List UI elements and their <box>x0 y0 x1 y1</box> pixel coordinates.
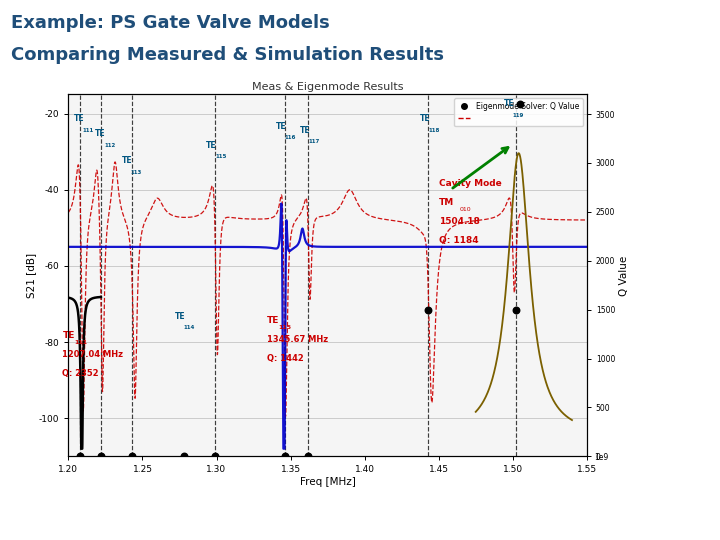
Text: TE: TE <box>122 156 132 165</box>
Text: Q: 1442: Q: 1442 <box>267 354 304 363</box>
Text: TE: TE <box>420 114 430 123</box>
Text: 111: 111 <box>74 340 87 345</box>
Text: TE: TE <box>63 331 75 340</box>
Text: TE: TE <box>73 114 84 123</box>
Text: 1345.67 MHz: 1345.67 MHz <box>267 335 328 344</box>
Point <box>95 452 107 461</box>
Text: TE: TE <box>276 122 287 131</box>
Legend: Eigenmode Solver: Q Value, : Eigenmode Solver: Q Value, <box>454 98 583 126</box>
Text: Christine Vollinger et. al., CERN BE-RF Group: Christine Vollinger et. al., CERN BE-RF … <box>423 511 642 521</box>
Point <box>514 100 526 109</box>
Text: 1e9: 1e9 <box>594 453 608 462</box>
Text: TE: TE <box>504 99 515 108</box>
Text: Example: PS Gate Valve Models: Example: PS Gate Valve Models <box>11 14 330 31</box>
Text: TE: TE <box>175 312 186 321</box>
Point <box>210 452 221 461</box>
Text: 115: 115 <box>279 325 292 330</box>
X-axis label: Freq [MHz]: Freq [MHz] <box>300 477 356 487</box>
Text: Cavity Mode: Cavity Mode <box>438 179 501 188</box>
Text: TM: TM <box>438 198 454 207</box>
Point <box>302 452 314 461</box>
Text: 116: 116 <box>284 136 296 140</box>
Text: 113: 113 <box>130 170 142 175</box>
Y-axis label: Q Value: Q Value <box>619 255 629 295</box>
Text: 114: 114 <box>184 325 195 330</box>
Text: 119: 119 <box>513 112 524 118</box>
Point <box>178 452 189 461</box>
Text: TE: TE <box>267 316 279 325</box>
Text: Q: 1184: Q: 1184 <box>438 236 478 245</box>
Text: Comparing Measured & Simulation Results: Comparing Measured & Simulation Results <box>11 46 444 64</box>
Text: 010: 010 <box>459 207 471 212</box>
Text: 111: 111 <box>83 128 94 133</box>
Point <box>423 305 434 314</box>
Title: Meas & Eigenmode Results: Meas & Eigenmode Results <box>252 82 403 92</box>
Text: TE: TE <box>300 126 310 134</box>
Point <box>74 452 86 461</box>
Point <box>126 452 138 461</box>
Text: 1504.18: 1504.18 <box>438 217 480 226</box>
Text: 118: 118 <box>428 128 440 133</box>
Text: 115: 115 <box>215 154 226 159</box>
Y-axis label: S21 [dB]: S21 [dB] <box>26 253 36 298</box>
Text: Q: 2352: Q: 2352 <box>63 369 99 379</box>
Point <box>279 452 290 461</box>
Text: CERN: CERN <box>23 500 38 505</box>
Text: 117: 117 <box>308 139 320 144</box>
Text: 20-Sept-2017: 20-Sept-2017 <box>240 511 307 521</box>
Point <box>510 305 521 314</box>
Text: TE: TE <box>95 130 106 138</box>
Text: TE: TE <box>206 141 217 150</box>
Text: 112: 112 <box>104 143 115 148</box>
Text: 1207.04 MHz: 1207.04 MHz <box>63 350 123 359</box>
